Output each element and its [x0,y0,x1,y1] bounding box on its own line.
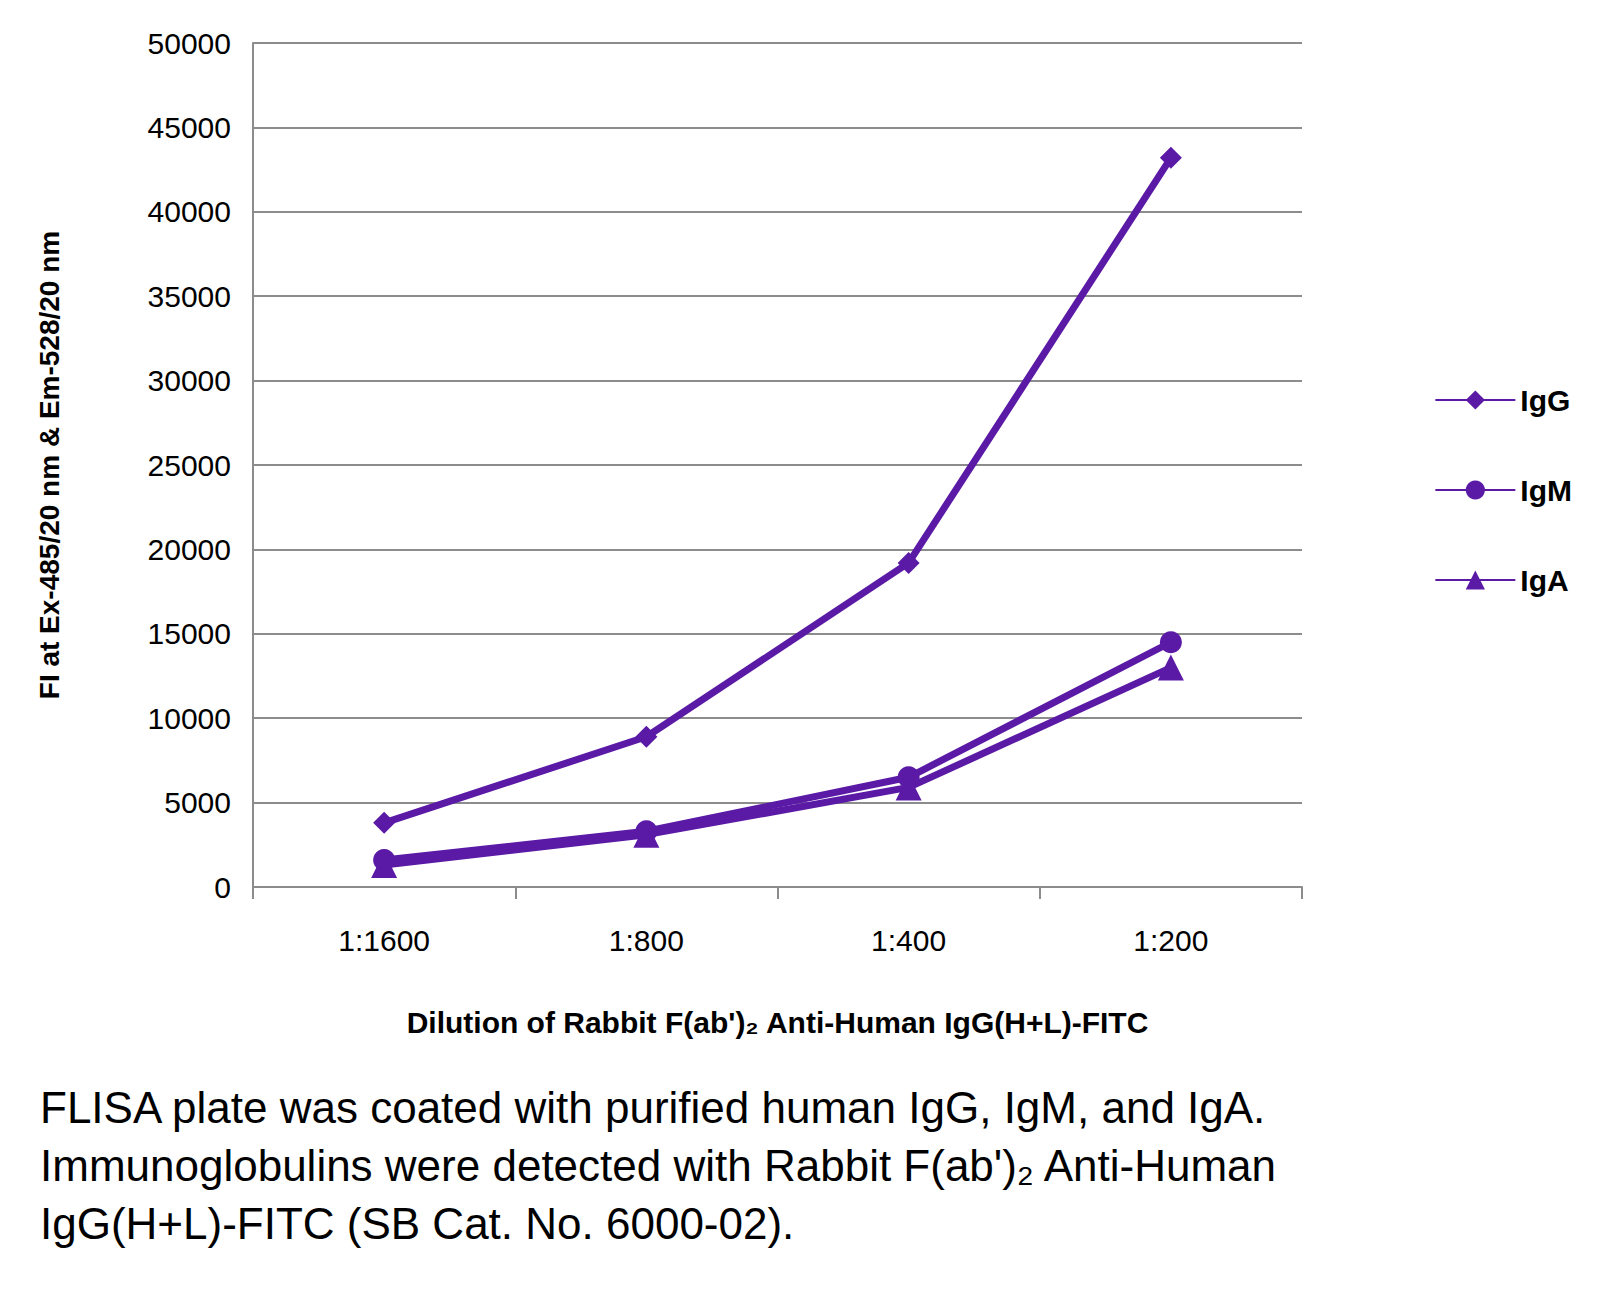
svg-text:50000: 50000 [148,27,231,60]
svg-text:IgM: IgM [1520,474,1572,507]
svg-text:25000: 25000 [148,449,231,482]
svg-text:15000: 15000 [148,617,231,650]
svg-text:1:200: 1:200 [1133,924,1208,957]
svg-text:FI at Ex-485/20 nm & Em-528/20: FI at Ex-485/20 nm & Em-528/20 nm [34,231,65,699]
svg-text:40000: 40000 [148,195,231,228]
svg-text:1:800: 1:800 [609,924,684,957]
svg-text:IgG: IgG [1520,384,1570,417]
svg-text:Dilution of Rabbit F(ab')₂ Ant: Dilution of Rabbit F(ab')₂ Anti-Human Ig… [407,1006,1149,1039]
svg-text:20000: 20000 [148,533,231,566]
svg-text:1:400: 1:400 [871,924,946,957]
svg-text:35000: 35000 [148,280,231,313]
svg-text:45000: 45000 [148,111,231,144]
svg-text:FLISA plate was coated with pu: FLISA plate was coated with purified hum… [40,1083,1278,1132]
svg-text:IgA: IgA [1520,564,1568,597]
svg-text:1:1600: 1:1600 [338,924,430,957]
svg-text:Immunoglobulins were detected: Immunoglobulins were detected with Rabbi… [40,1141,1288,1190]
svg-text:IgG(H+L)-FITC (SB Cat. No. 600: IgG(H+L)-FITC (SB Cat. No. 6000-02). [40,1199,794,1248]
svg-text:10000: 10000 [148,702,231,735]
svg-text:30000: 30000 [148,364,231,397]
svg-text:5000: 5000 [164,786,231,819]
svg-text:0: 0 [214,871,231,904]
